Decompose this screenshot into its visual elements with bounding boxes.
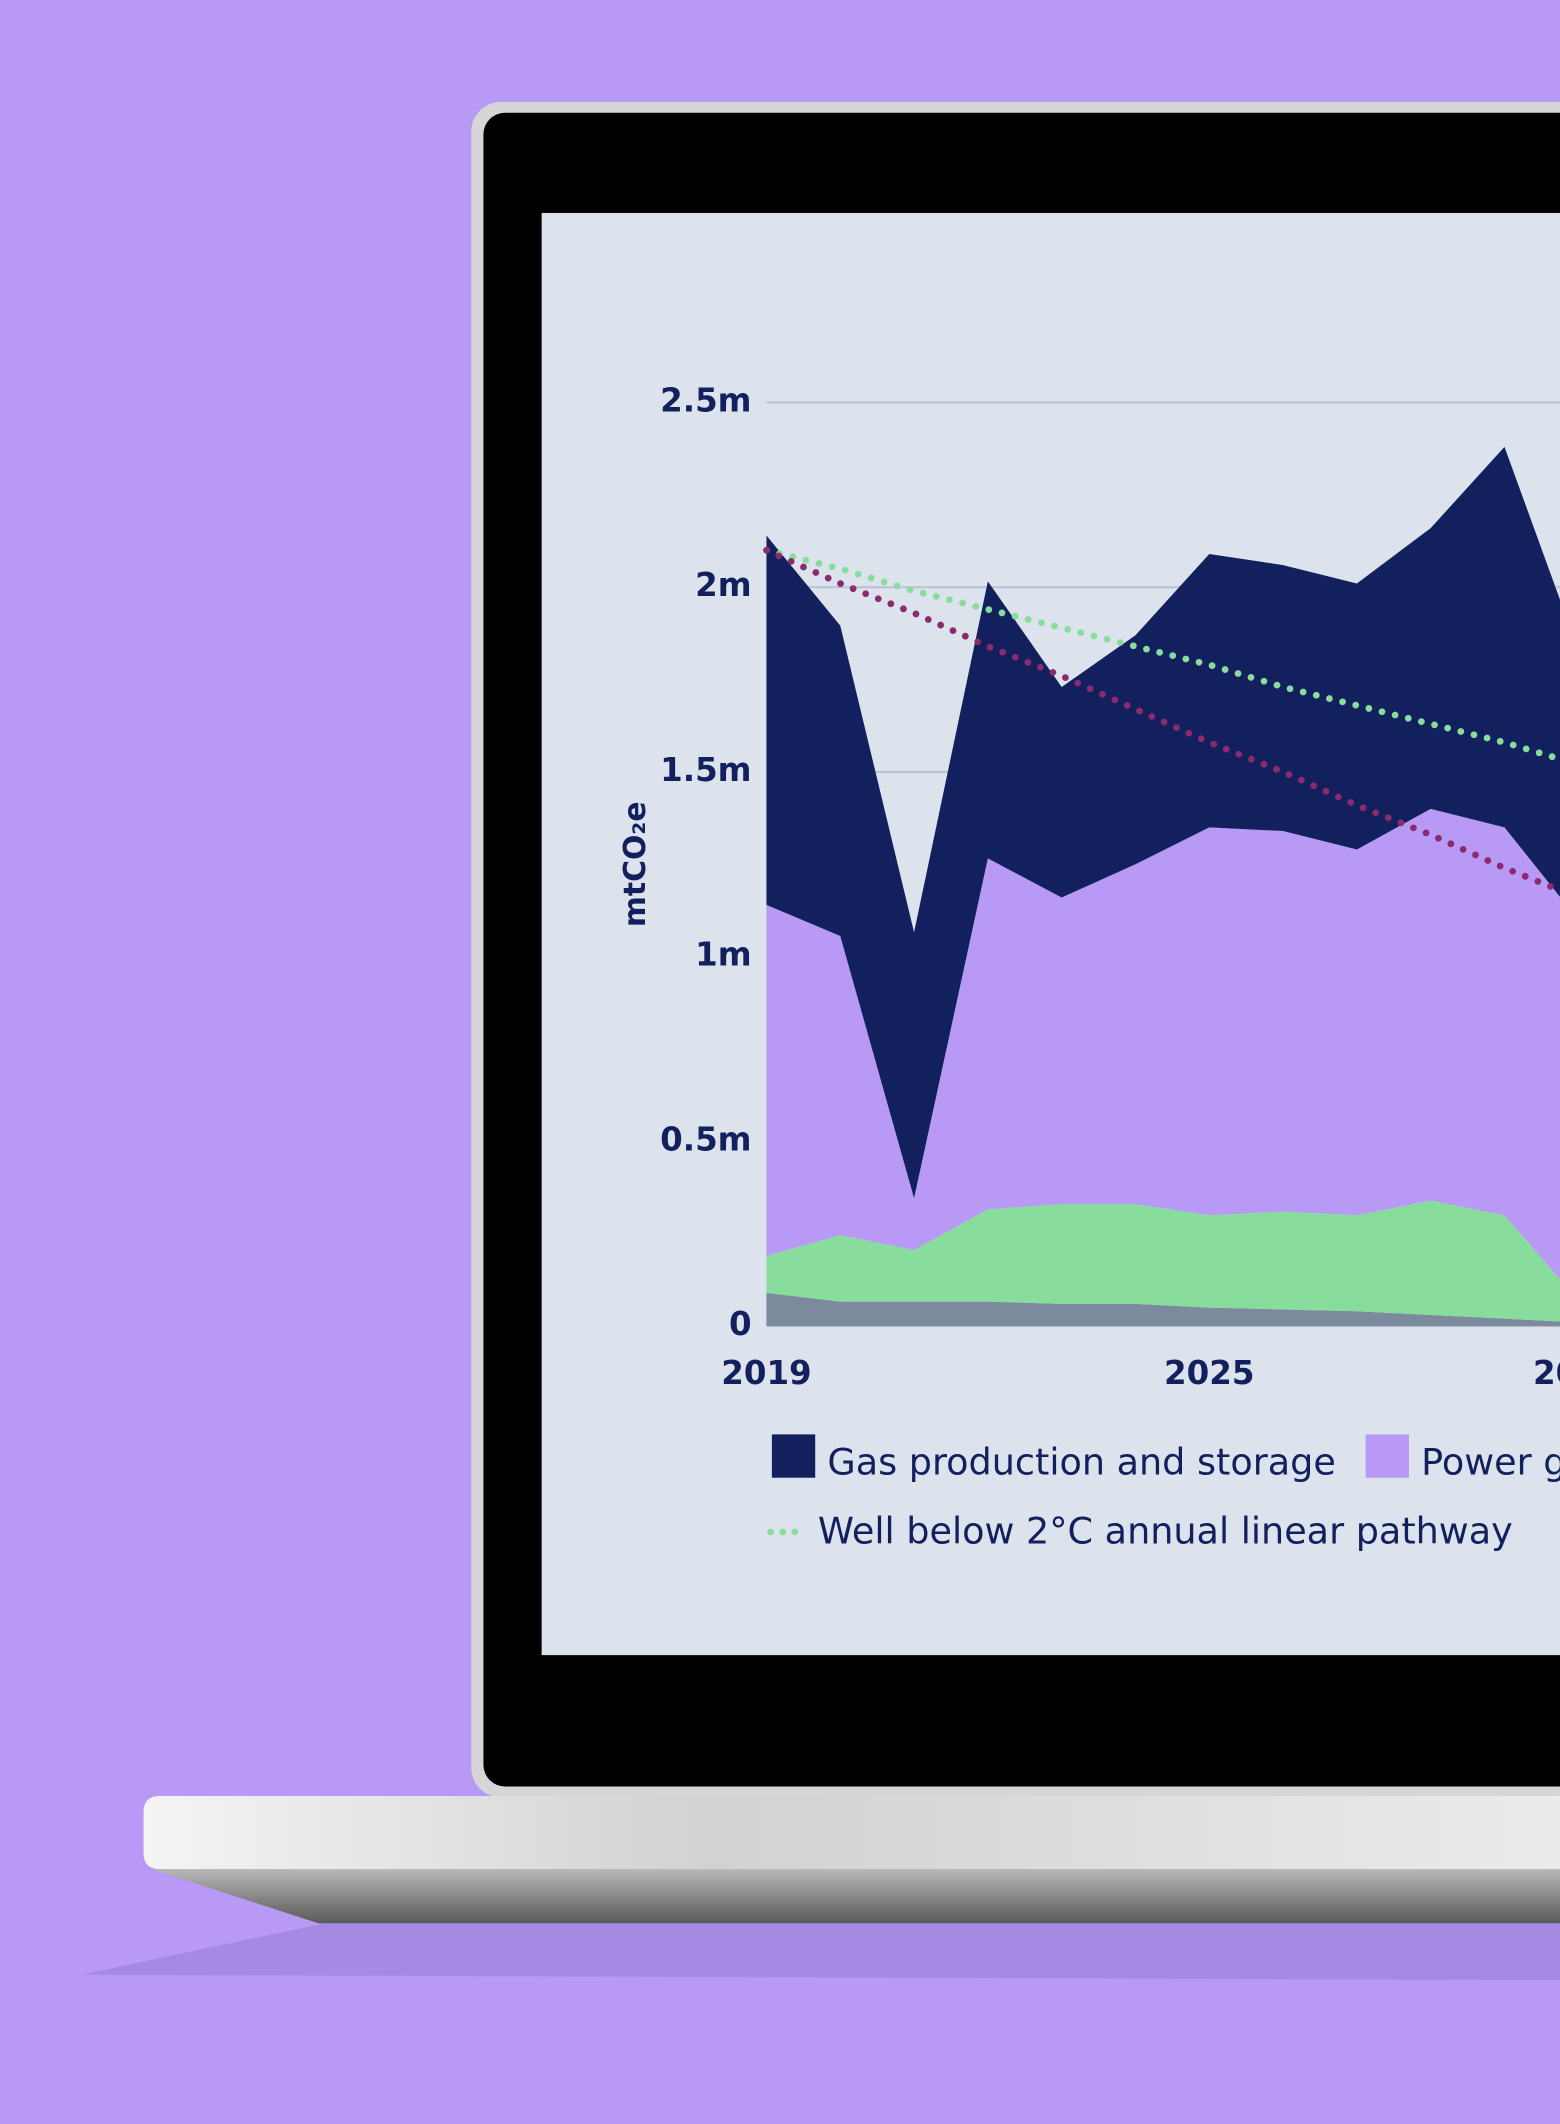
y-tick-label: 2.5m xyxy=(660,382,751,420)
y-axis-title: mtCO₂e xyxy=(618,801,653,927)
area xyxy=(766,808,1560,1280)
y-tick-label: 1m xyxy=(695,936,751,974)
y-tick-label: 1.5m xyxy=(660,751,751,789)
x-tick-label: 2030 xyxy=(1533,1354,1560,1392)
laptop-lip xyxy=(151,1869,1560,1924)
legend-swatch xyxy=(1365,1434,1409,1478)
pathway-line xyxy=(763,546,1560,763)
x-tick-label: 2019 xyxy=(721,1354,811,1392)
legend-label: Power generation xyxy=(1421,1441,1560,1484)
area xyxy=(766,446,1560,1199)
pathway-line xyxy=(763,546,1560,894)
y-tick-label: 0.5m xyxy=(660,1120,751,1158)
legend-label: Gas production and storage xyxy=(827,1441,1335,1484)
plot: 0 0.5m 1m 1.5m 2m 2.5m 2019 2025 2030 mtCO₂e Power… xyxy=(618,382,1560,1553)
x-tick-label: 2025 xyxy=(1164,1354,1254,1392)
area xyxy=(766,1292,1560,1327)
y-tick-label: 2m xyxy=(695,566,751,604)
laptop-base xyxy=(143,1795,1560,1870)
legend-label: Well below 2°C annual linear pathway xyxy=(818,1510,1513,1553)
y-tick-label: 0 xyxy=(729,1305,752,1343)
legend-swatch xyxy=(771,1434,816,1478)
area xyxy=(766,1200,1560,1322)
shadow xyxy=(81,1923,1560,1981)
